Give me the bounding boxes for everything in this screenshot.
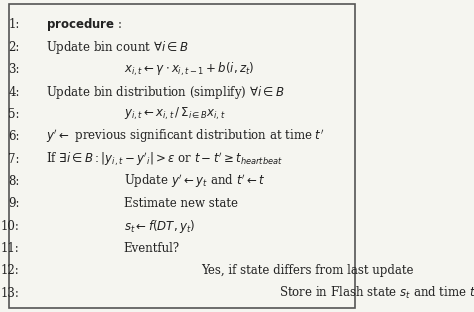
Text: 9:: 9: (8, 197, 20, 210)
Text: 4:: 4: (8, 85, 20, 99)
Text: 11:: 11: (1, 242, 20, 255)
Text: Store in Flash state $s_t$ and time $t$: Store in Flash state $s_t$ and time $t$ (279, 285, 474, 301)
Text: If $\exists i \in B : |y_{i,t} - y'_i| > \varepsilon$ or $t - t' \geq t_{heartbe: If $\exists i \in B : |y_{i,t} - y'_i| >… (46, 150, 283, 168)
Text: 13:: 13: (1, 287, 20, 300)
Text: Update bin distribution (simplify) $\forall i \in B$: Update bin distribution (simplify) $\for… (46, 84, 285, 100)
Text: 7:: 7: (8, 153, 20, 166)
Text: 2:: 2: (9, 41, 20, 54)
Text: 1:: 1: (9, 18, 20, 32)
Text: 6:: 6: (8, 130, 20, 143)
Text: $y_{i,t} \leftarrow x_{i,t}\, /\, \Sigma_{i \in B} x_{i,t}$: $y_{i,t} \leftarrow x_{i,t}\, /\, \Sigma… (124, 106, 225, 123)
Text: 3:: 3: (8, 63, 20, 76)
Text: Estimate new state: Estimate new state (124, 197, 237, 210)
Text: Update bin count $\forall i \in B$: Update bin count $\forall i \in B$ (46, 39, 189, 56)
Text: $s_t \leftarrow f(DT, y_t)$: $s_t \leftarrow f(DT, y_t)$ (124, 218, 195, 235)
Text: $\mathbf{procedure}$ :: $\mathbf{procedure}$ : (46, 17, 122, 33)
Text: Update $y' \leftarrow y_t$ and $t' \leftarrow t$: Update $y' \leftarrow y_t$ and $t' \left… (124, 173, 265, 190)
Text: 8:: 8: (9, 175, 20, 188)
FancyBboxPatch shape (9, 4, 355, 308)
Text: Yes, if state differs from last update: Yes, if state differs from last update (201, 264, 414, 277)
Text: Eventful?: Eventful? (124, 242, 180, 255)
Text: 12:: 12: (1, 264, 20, 277)
Text: 10:: 10: (1, 220, 20, 233)
Text: $y' \leftarrow$ previous significant distribution at time $t'$: $y' \leftarrow$ previous significant dis… (46, 128, 325, 145)
Text: $x_{i,t} \leftarrow \gamma \cdot x_{i,t-1} + b(i, z_t)$: $x_{i,t} \leftarrow \gamma \cdot x_{i,t-… (124, 61, 254, 78)
Text: 5:: 5: (8, 108, 20, 121)
